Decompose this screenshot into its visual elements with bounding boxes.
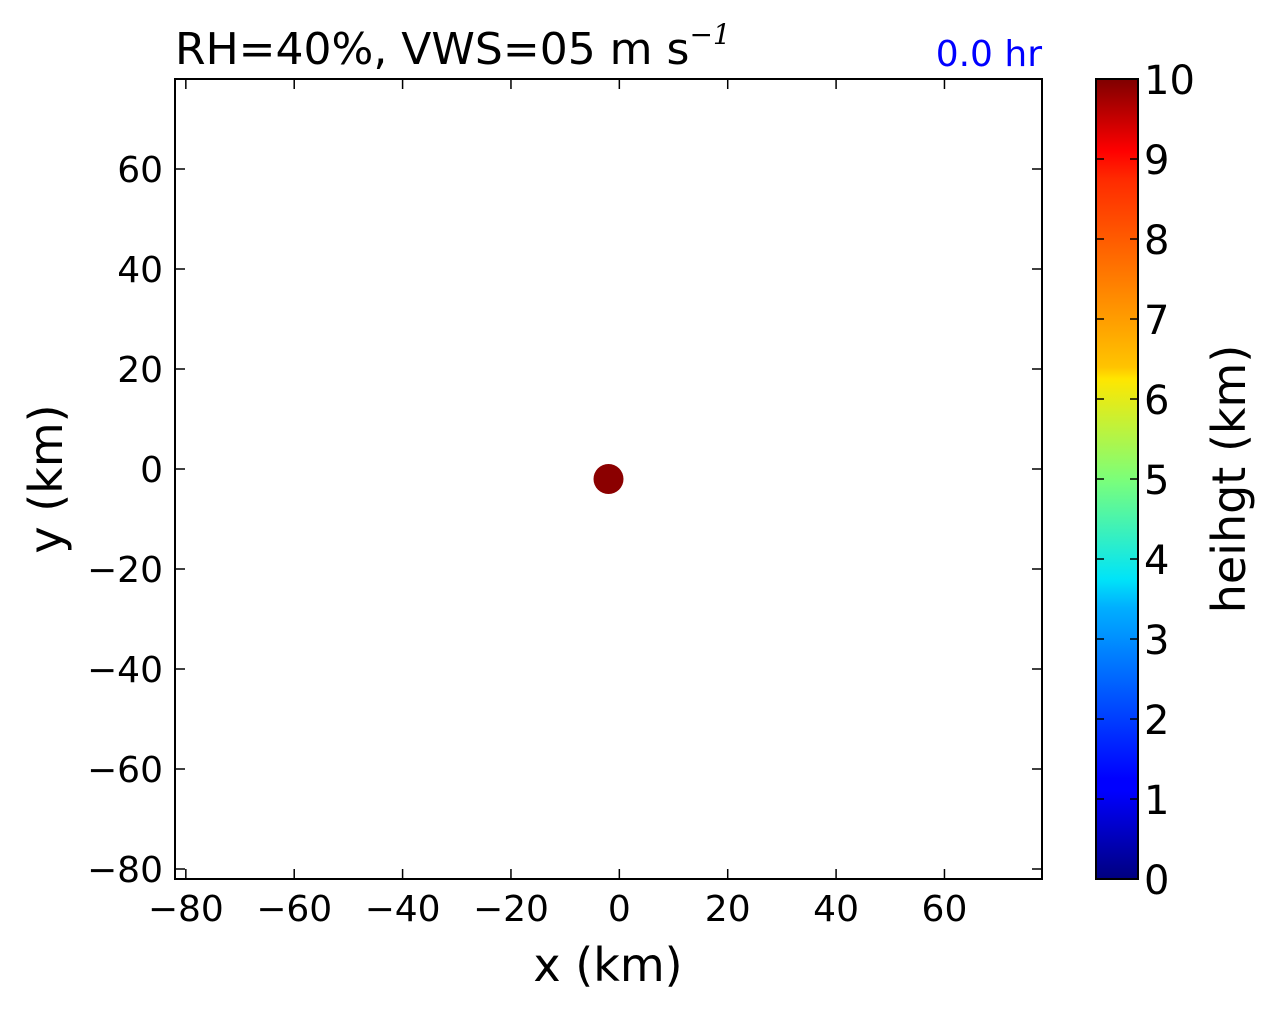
x-tick-label: −20 [473, 889, 549, 930]
y-tick-label: −80 [87, 850, 163, 891]
x-tick-label: 40 [813, 889, 859, 930]
y-tick-label: −40 [87, 650, 163, 691]
x-tick-label: −40 [365, 889, 441, 930]
x-axis-ticks: −80 −60 −40 −20 0 20 40 60 [148, 79, 968, 930]
colorbar-tick-label: 6 [1144, 378, 1169, 424]
colorbar-tick-label: 1 [1144, 778, 1169, 824]
colorbar-tick-label: 0 [1144, 858, 1169, 904]
colorbar-tick-label: 9 [1144, 138, 1169, 184]
y-tick-label: 20 [117, 350, 163, 391]
y-tick-label: 40 [117, 250, 163, 291]
y-axis-label: y (km) [19, 404, 73, 553]
x-axis-label: x (km) [533, 938, 682, 992]
x-tick-label: 60 [922, 889, 968, 930]
colorbar-tick-label: 7 [1144, 298, 1169, 344]
x-tick-label: −80 [148, 889, 224, 930]
data-point [593, 464, 624, 494]
colorbar-tick-label: 10 [1144, 58, 1195, 104]
colorbar-tick-label: 3 [1144, 618, 1169, 664]
chart-title: RH=40%, VWS=05 m s−1 [175, 18, 731, 75]
colorbar-ticks: 0 1 2 3 4 5 6 7 8 9 10 [1096, 58, 1195, 904]
colorbar-tick-label: 2 [1144, 698, 1169, 744]
y-tick-label: −60 [87, 750, 163, 791]
time-label: 0.0 hr [936, 34, 1043, 75]
y-tick-label: −20 [87, 550, 163, 591]
colorbar-tick-label: 5 [1144, 458, 1169, 504]
colorbar-tick-label: 8 [1144, 218, 1169, 264]
colorbar-tick-label: 4 [1144, 538, 1169, 584]
x-tick-label: 0 [608, 889, 631, 930]
x-tick-label: −60 [256, 889, 332, 930]
y-tick-label: 60 [117, 150, 163, 191]
y-tick-label: 0 [140, 450, 163, 491]
data-points [593, 464, 624, 494]
colorbar-label: heihgt (km) [1202, 345, 1256, 614]
y-axis-ticks: −80 −60 −40 −20 0 20 40 60 [87, 150, 1042, 891]
x-tick-label: 20 [705, 889, 751, 930]
